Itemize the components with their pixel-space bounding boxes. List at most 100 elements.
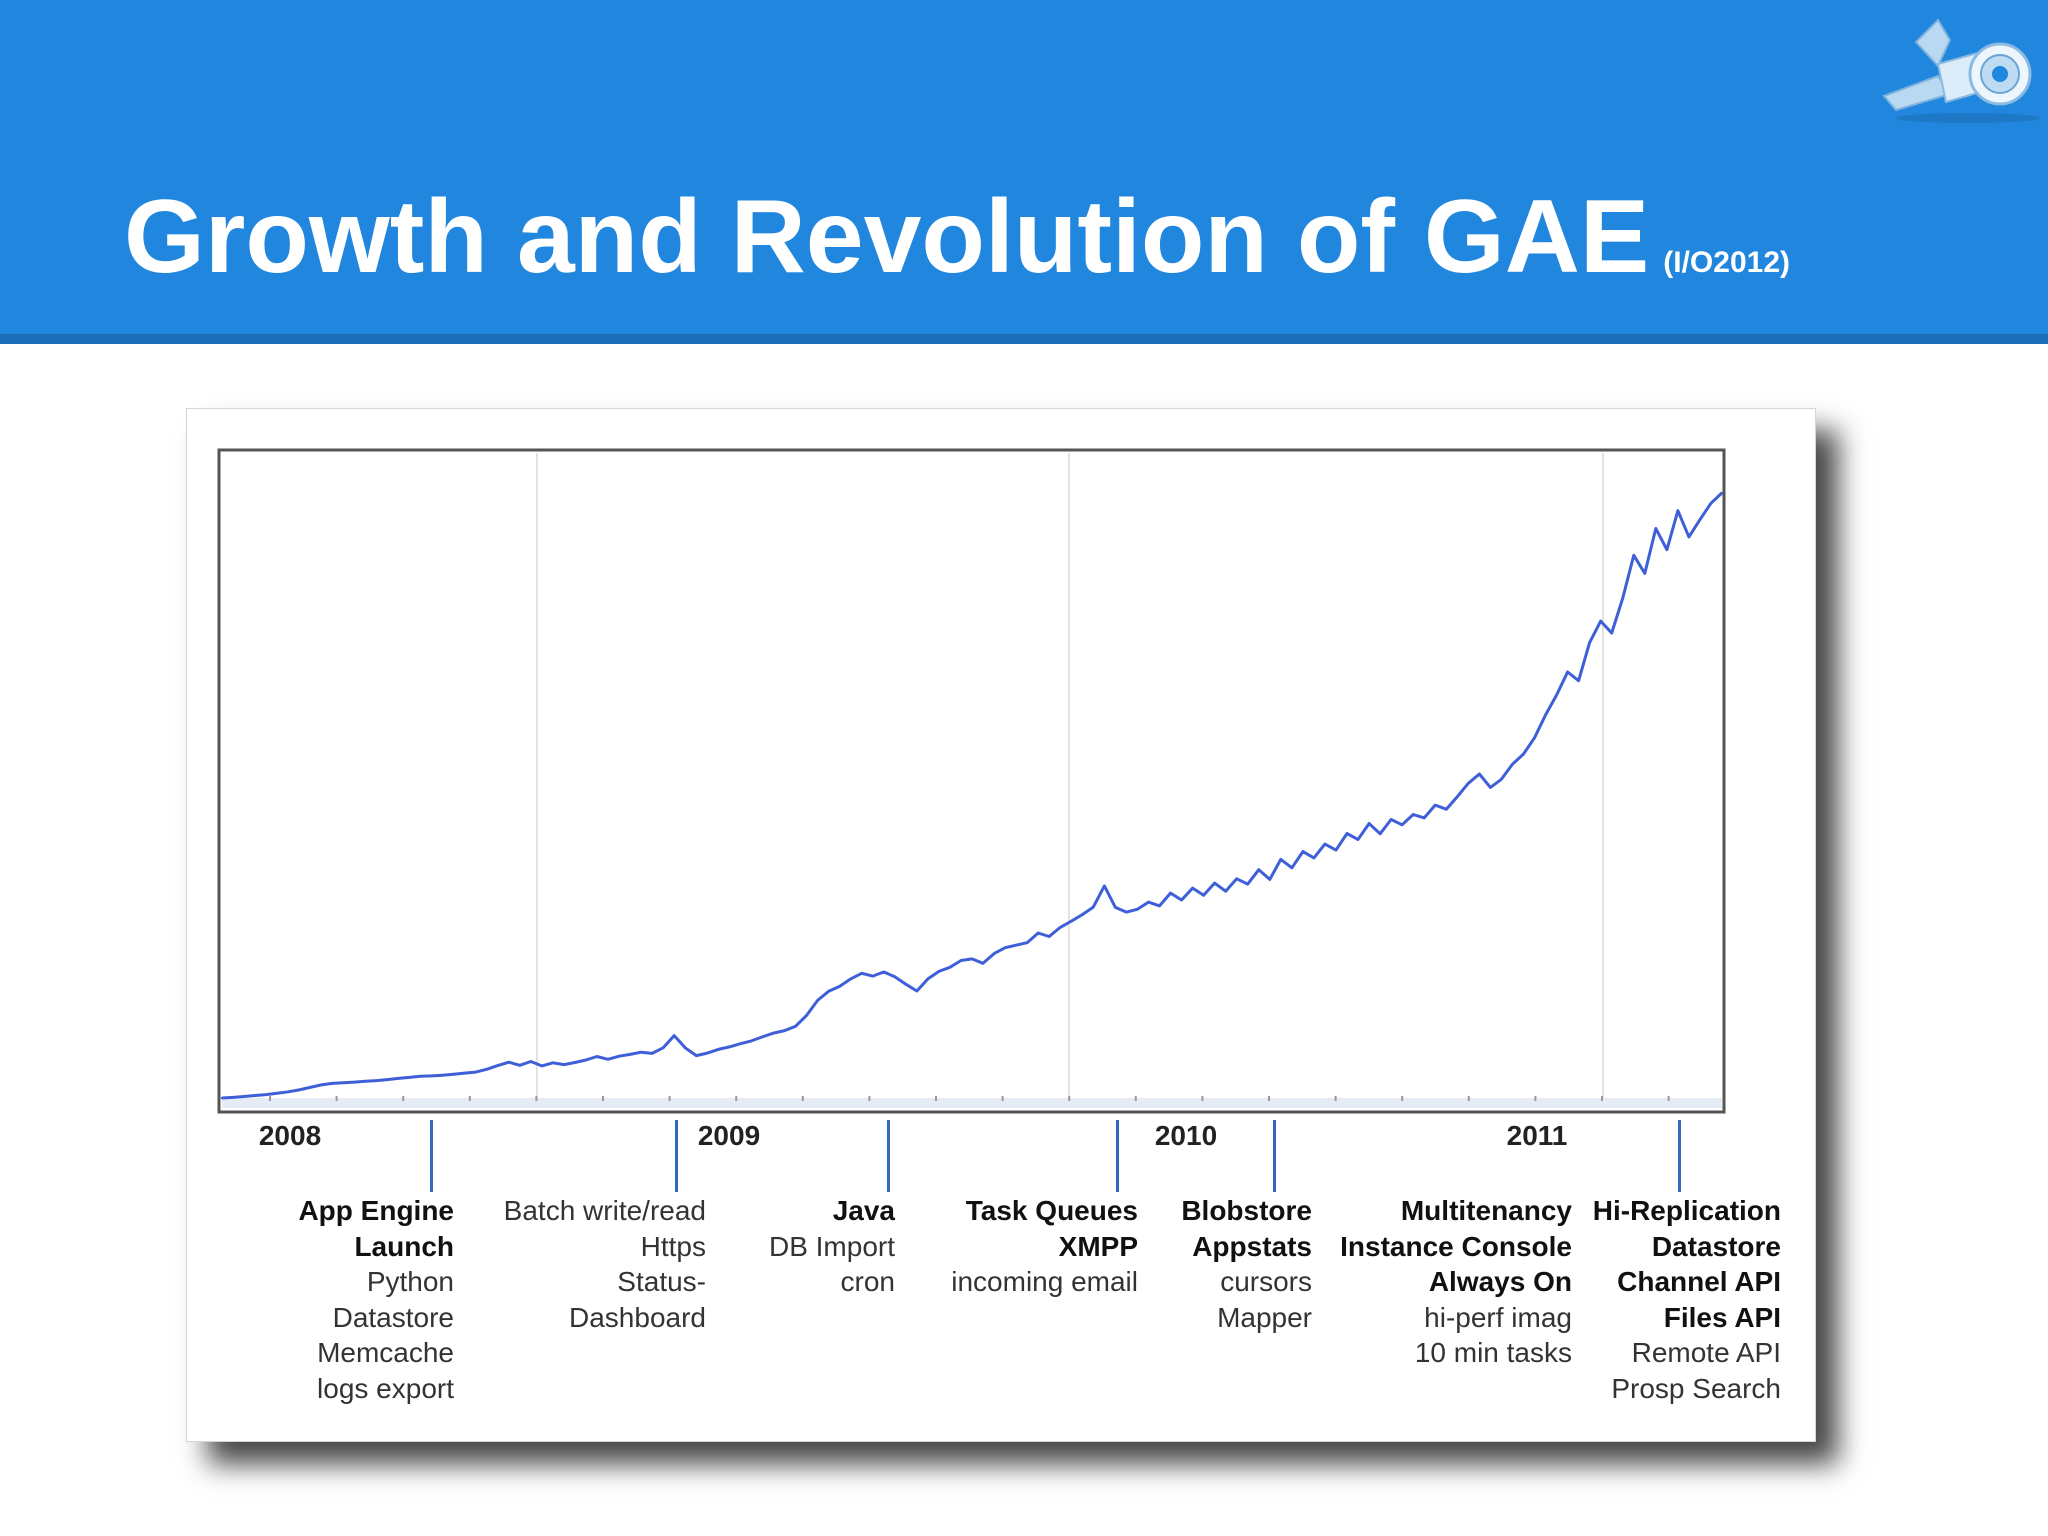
data-point xyxy=(1213,881,1216,885)
data-point xyxy=(264,1093,268,1096)
event-text: Status- xyxy=(617,1266,706,1297)
event-marker-line xyxy=(1116,1120,1119,1192)
year-label-2008: 2008 xyxy=(258,1120,322,1151)
data-point xyxy=(1136,908,1139,911)
event-text: Dashboard xyxy=(569,1301,706,1333)
data-point xyxy=(661,1046,665,1050)
data-point xyxy=(1202,894,1205,897)
data-point xyxy=(1169,891,1172,895)
data-point xyxy=(452,1073,455,1076)
data-point xyxy=(761,1035,764,1039)
data-point xyxy=(331,1082,334,1085)
data-point xyxy=(970,957,974,961)
data-point xyxy=(242,1095,246,1098)
data-point xyxy=(1599,619,1602,623)
event-marker-line xyxy=(887,1120,890,1192)
event-text: cursors xyxy=(1220,1266,1312,1297)
data-point xyxy=(1720,491,1724,495)
data-point xyxy=(1478,772,1481,776)
data-point xyxy=(860,972,863,975)
data-point xyxy=(595,1055,599,1058)
data-point xyxy=(794,1025,797,1028)
data-point xyxy=(827,990,830,993)
data-point xyxy=(1676,509,1680,512)
data-point xyxy=(1577,679,1580,682)
year-label-2011: 2011 xyxy=(1506,1120,1568,1151)
event-marker-line xyxy=(430,1120,433,1192)
slide-title-text: Growth and Revolution of GAE xyxy=(124,179,1650,295)
event-text: hi-perf imag xyxy=(1424,1301,1572,1333)
data-point xyxy=(1511,763,1514,766)
event-text: incoming email xyxy=(951,1266,1138,1297)
data-point xyxy=(441,1074,444,1077)
data-point xyxy=(353,1080,356,1084)
data-point xyxy=(1356,838,1360,841)
event-text: Appstats xyxy=(1192,1230,1312,1262)
data-point xyxy=(1191,886,1194,890)
event-text: Memcache xyxy=(317,1337,454,1368)
data-point xyxy=(286,1090,290,1093)
data-point xyxy=(518,1064,521,1067)
data-point xyxy=(1235,877,1238,880)
data-point xyxy=(1378,832,1382,836)
data-point xyxy=(463,1071,466,1075)
data-point xyxy=(1059,926,1062,929)
event-text: Mapper xyxy=(1217,1301,1312,1333)
data-point xyxy=(419,1074,422,1078)
data-point xyxy=(1467,782,1470,785)
data-point xyxy=(430,1074,433,1078)
data-point xyxy=(551,1061,555,1064)
event-text: Https xyxy=(640,1230,706,1262)
data-point xyxy=(783,1029,786,1032)
data-point xyxy=(1147,900,1150,904)
data-point xyxy=(584,1058,588,1062)
event-text: Channel API xyxy=(1617,1266,1781,1297)
data-point xyxy=(673,1034,676,1037)
data-point xyxy=(915,989,919,993)
data-point xyxy=(981,962,985,965)
event-text: Blobstore xyxy=(1181,1195,1312,1226)
data-point xyxy=(1533,736,1536,739)
data-point xyxy=(706,1051,709,1055)
data-point xyxy=(507,1060,510,1064)
data-point xyxy=(617,1055,621,1058)
data-point xyxy=(1367,822,1371,825)
data-point xyxy=(231,1096,235,1099)
event-text: cron xyxy=(840,1266,895,1297)
data-point xyxy=(474,1070,477,1074)
event-marker-line xyxy=(1678,1120,1681,1192)
series-points xyxy=(220,491,1724,1100)
data-point xyxy=(298,1088,301,1092)
data-point xyxy=(1290,866,1294,870)
event-group: App Engine Launch Python Datastore Memcache l… xyxy=(298,1193,454,1406)
event-text: Launch xyxy=(354,1230,454,1262)
event-marker-line xyxy=(675,1120,678,1192)
data-point xyxy=(408,1076,411,1079)
data-point xyxy=(1323,842,1327,846)
event-text: Python xyxy=(366,1266,454,1297)
data-point xyxy=(639,1050,643,1054)
event-text: Remote API xyxy=(1631,1337,1781,1368)
event-text: Prosp Search xyxy=(1611,1372,1781,1404)
data-point xyxy=(684,1046,687,1050)
data-point xyxy=(1489,786,1492,789)
data-point xyxy=(1312,856,1316,860)
data-point xyxy=(573,1061,577,1064)
data-point xyxy=(1588,641,1591,644)
data-point xyxy=(1400,823,1404,826)
data-point xyxy=(275,1092,279,1095)
data-point xyxy=(320,1083,323,1087)
data-point xyxy=(1025,941,1029,944)
data-point xyxy=(717,1048,720,1051)
data-point xyxy=(562,1063,566,1066)
data-point xyxy=(893,975,896,978)
data-point xyxy=(1434,803,1437,807)
data-point xyxy=(1500,778,1503,781)
event-text: Files API xyxy=(1663,1301,1781,1333)
data-point xyxy=(375,1079,378,1082)
data-point xyxy=(1456,795,1459,798)
data-point xyxy=(1566,670,1569,674)
event-group: Task Queues XMPP incoming email xyxy=(951,1193,1138,1300)
data-point xyxy=(937,970,941,973)
data-point xyxy=(1014,943,1018,947)
